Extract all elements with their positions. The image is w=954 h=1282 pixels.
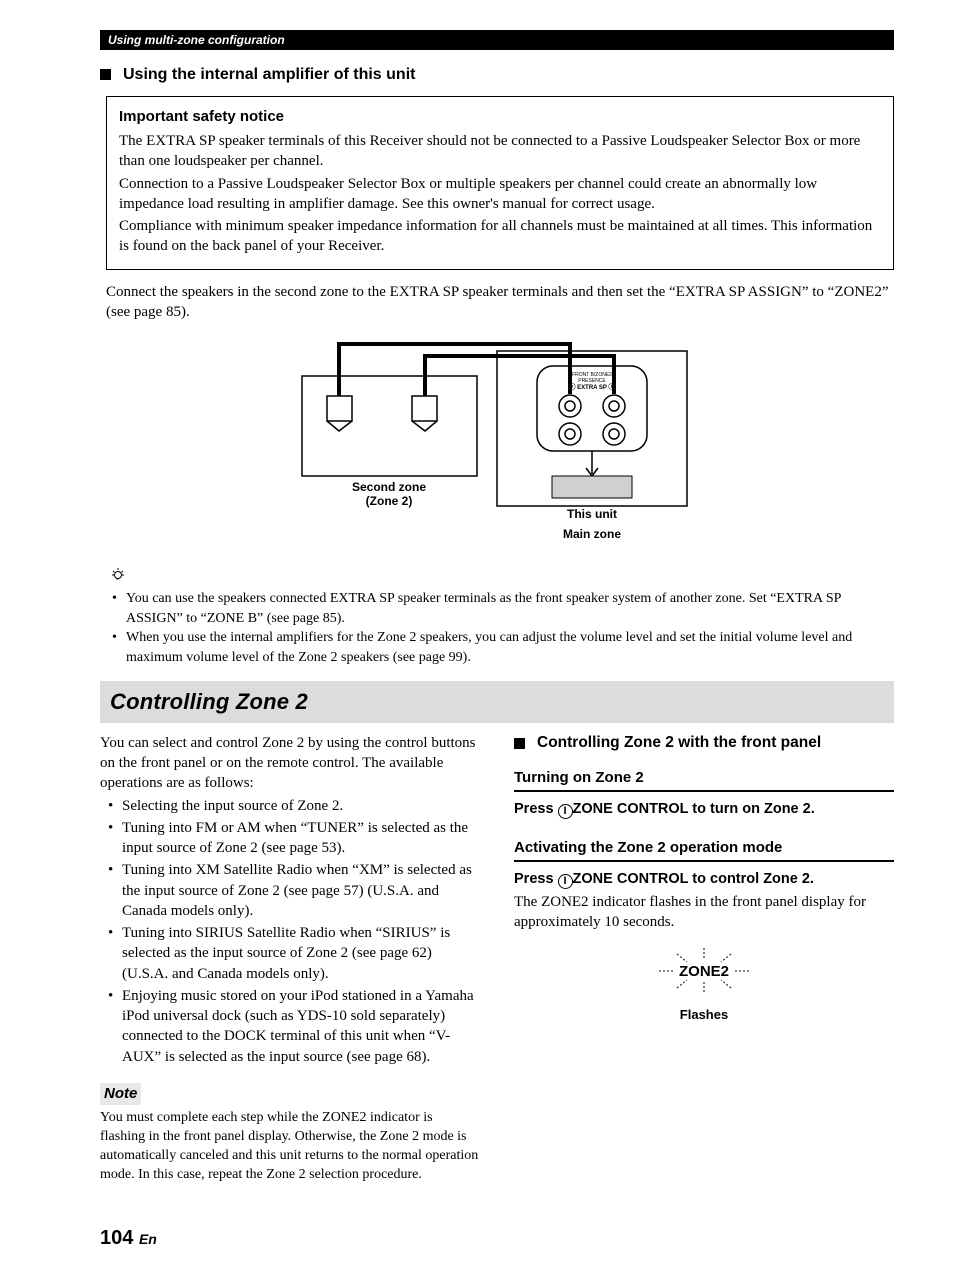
diagram-label-main-zone: Main zone xyxy=(563,527,621,541)
operations-list: Selecting the input source of Zone 2. Tu… xyxy=(100,796,480,1067)
section-heading-text: Using the internal amplifier of this uni… xyxy=(123,64,415,86)
notice-p2: Connection to a Passive Loudspeaker Sele… xyxy=(119,174,881,215)
operation-item: Tuning into FM or AM when “TUNER” is sel… xyxy=(122,818,480,859)
operation-item: Selecting the input source of Zone 2. xyxy=(122,796,480,816)
subhead-activating: Activating the Zone 2 operation mode xyxy=(514,838,894,858)
tip-item: You can use the speakers connected EXTRA… xyxy=(126,589,894,628)
diagram-label-second-zone: Second zone xyxy=(352,480,426,494)
subhead-turning-on: Turning on Zone 2 xyxy=(514,768,894,788)
page-number: 104 En xyxy=(100,1225,894,1252)
square-bullet-icon xyxy=(514,738,525,749)
wiring-diagram: FRONT B/ZONE2 PRESENCE ⓡ EXTRA SP ⓛ Seco… xyxy=(282,336,712,546)
tip-item: When you use the internal amplifiers for… xyxy=(126,628,894,667)
right-section-heading: Controlling Zone 2 with the front panel xyxy=(514,733,894,754)
zone2-label: ZONE2 xyxy=(679,963,729,980)
svg-text:PRESENCE: PRESENCE xyxy=(578,378,606,384)
svg-text:ⓡ EXTRA SP ⓛ: ⓡ EXTRA SP ⓛ xyxy=(569,383,614,391)
step-number-icon: I xyxy=(558,874,573,889)
section-banner-controlling: Controlling Zone 2 xyxy=(100,681,894,723)
step-number-icon: I xyxy=(558,804,573,819)
notice-p1: The EXTRA SP speaker terminals of this R… xyxy=(119,131,881,172)
section-heading-amplifier: Using the internal amplifier of this uni… xyxy=(100,64,894,86)
notice-title: Important safety notice xyxy=(119,107,881,127)
square-bullet-icon xyxy=(100,69,111,80)
instruction-2: Press IZONE CONTROL to control Zone 2. xyxy=(514,870,894,890)
operation-item: Tuning into SIRIUS Satellite Radio when … xyxy=(122,923,480,984)
left-column: You can select and control Zone 2 by usi… xyxy=(100,733,480,1185)
divider xyxy=(514,790,894,792)
header-bar: Using multi-zone configuration xyxy=(100,30,894,50)
tip-icon xyxy=(110,566,894,589)
operation-item: Tuning into XM Satellite Radio when “XM”… xyxy=(122,860,480,921)
diagram-label-this-unit: This unit xyxy=(567,507,617,521)
tips-list: You can use the speakers connected EXTRA… xyxy=(100,589,894,667)
right-section-title: Controlling Zone 2 with the front panel xyxy=(537,733,821,754)
flash-caption: Flashes xyxy=(629,1006,779,1024)
instruction-2-body: The ZONE2 indicator flashes in the front… xyxy=(514,892,894,933)
intro-paragraph: You can select and control Zone 2 by usi… xyxy=(100,733,480,794)
note-body: You must complete each step while the ZO… xyxy=(100,1109,480,1185)
note-label: Note xyxy=(100,1083,141,1105)
operation-item: Enjoying music stored on your iPod stati… xyxy=(122,986,480,1067)
instruction-1: Press IZONE CONTROL to turn on Zone 2. xyxy=(514,800,894,820)
right-column: Controlling Zone 2 with the front panel … xyxy=(514,733,894,1185)
diagram-label-zone2: (Zone 2) xyxy=(366,494,413,508)
connect-paragraph: Connect the speakers in the second zone … xyxy=(106,282,894,323)
zone2-flash-indicator: ZONE2 Flashes xyxy=(629,946,779,1024)
notice-p3: Compliance with minimum speaker impedanc… xyxy=(119,216,881,257)
divider xyxy=(514,860,894,862)
safety-notice-box: Important safety notice The EXTRA SP spe… xyxy=(106,96,894,270)
